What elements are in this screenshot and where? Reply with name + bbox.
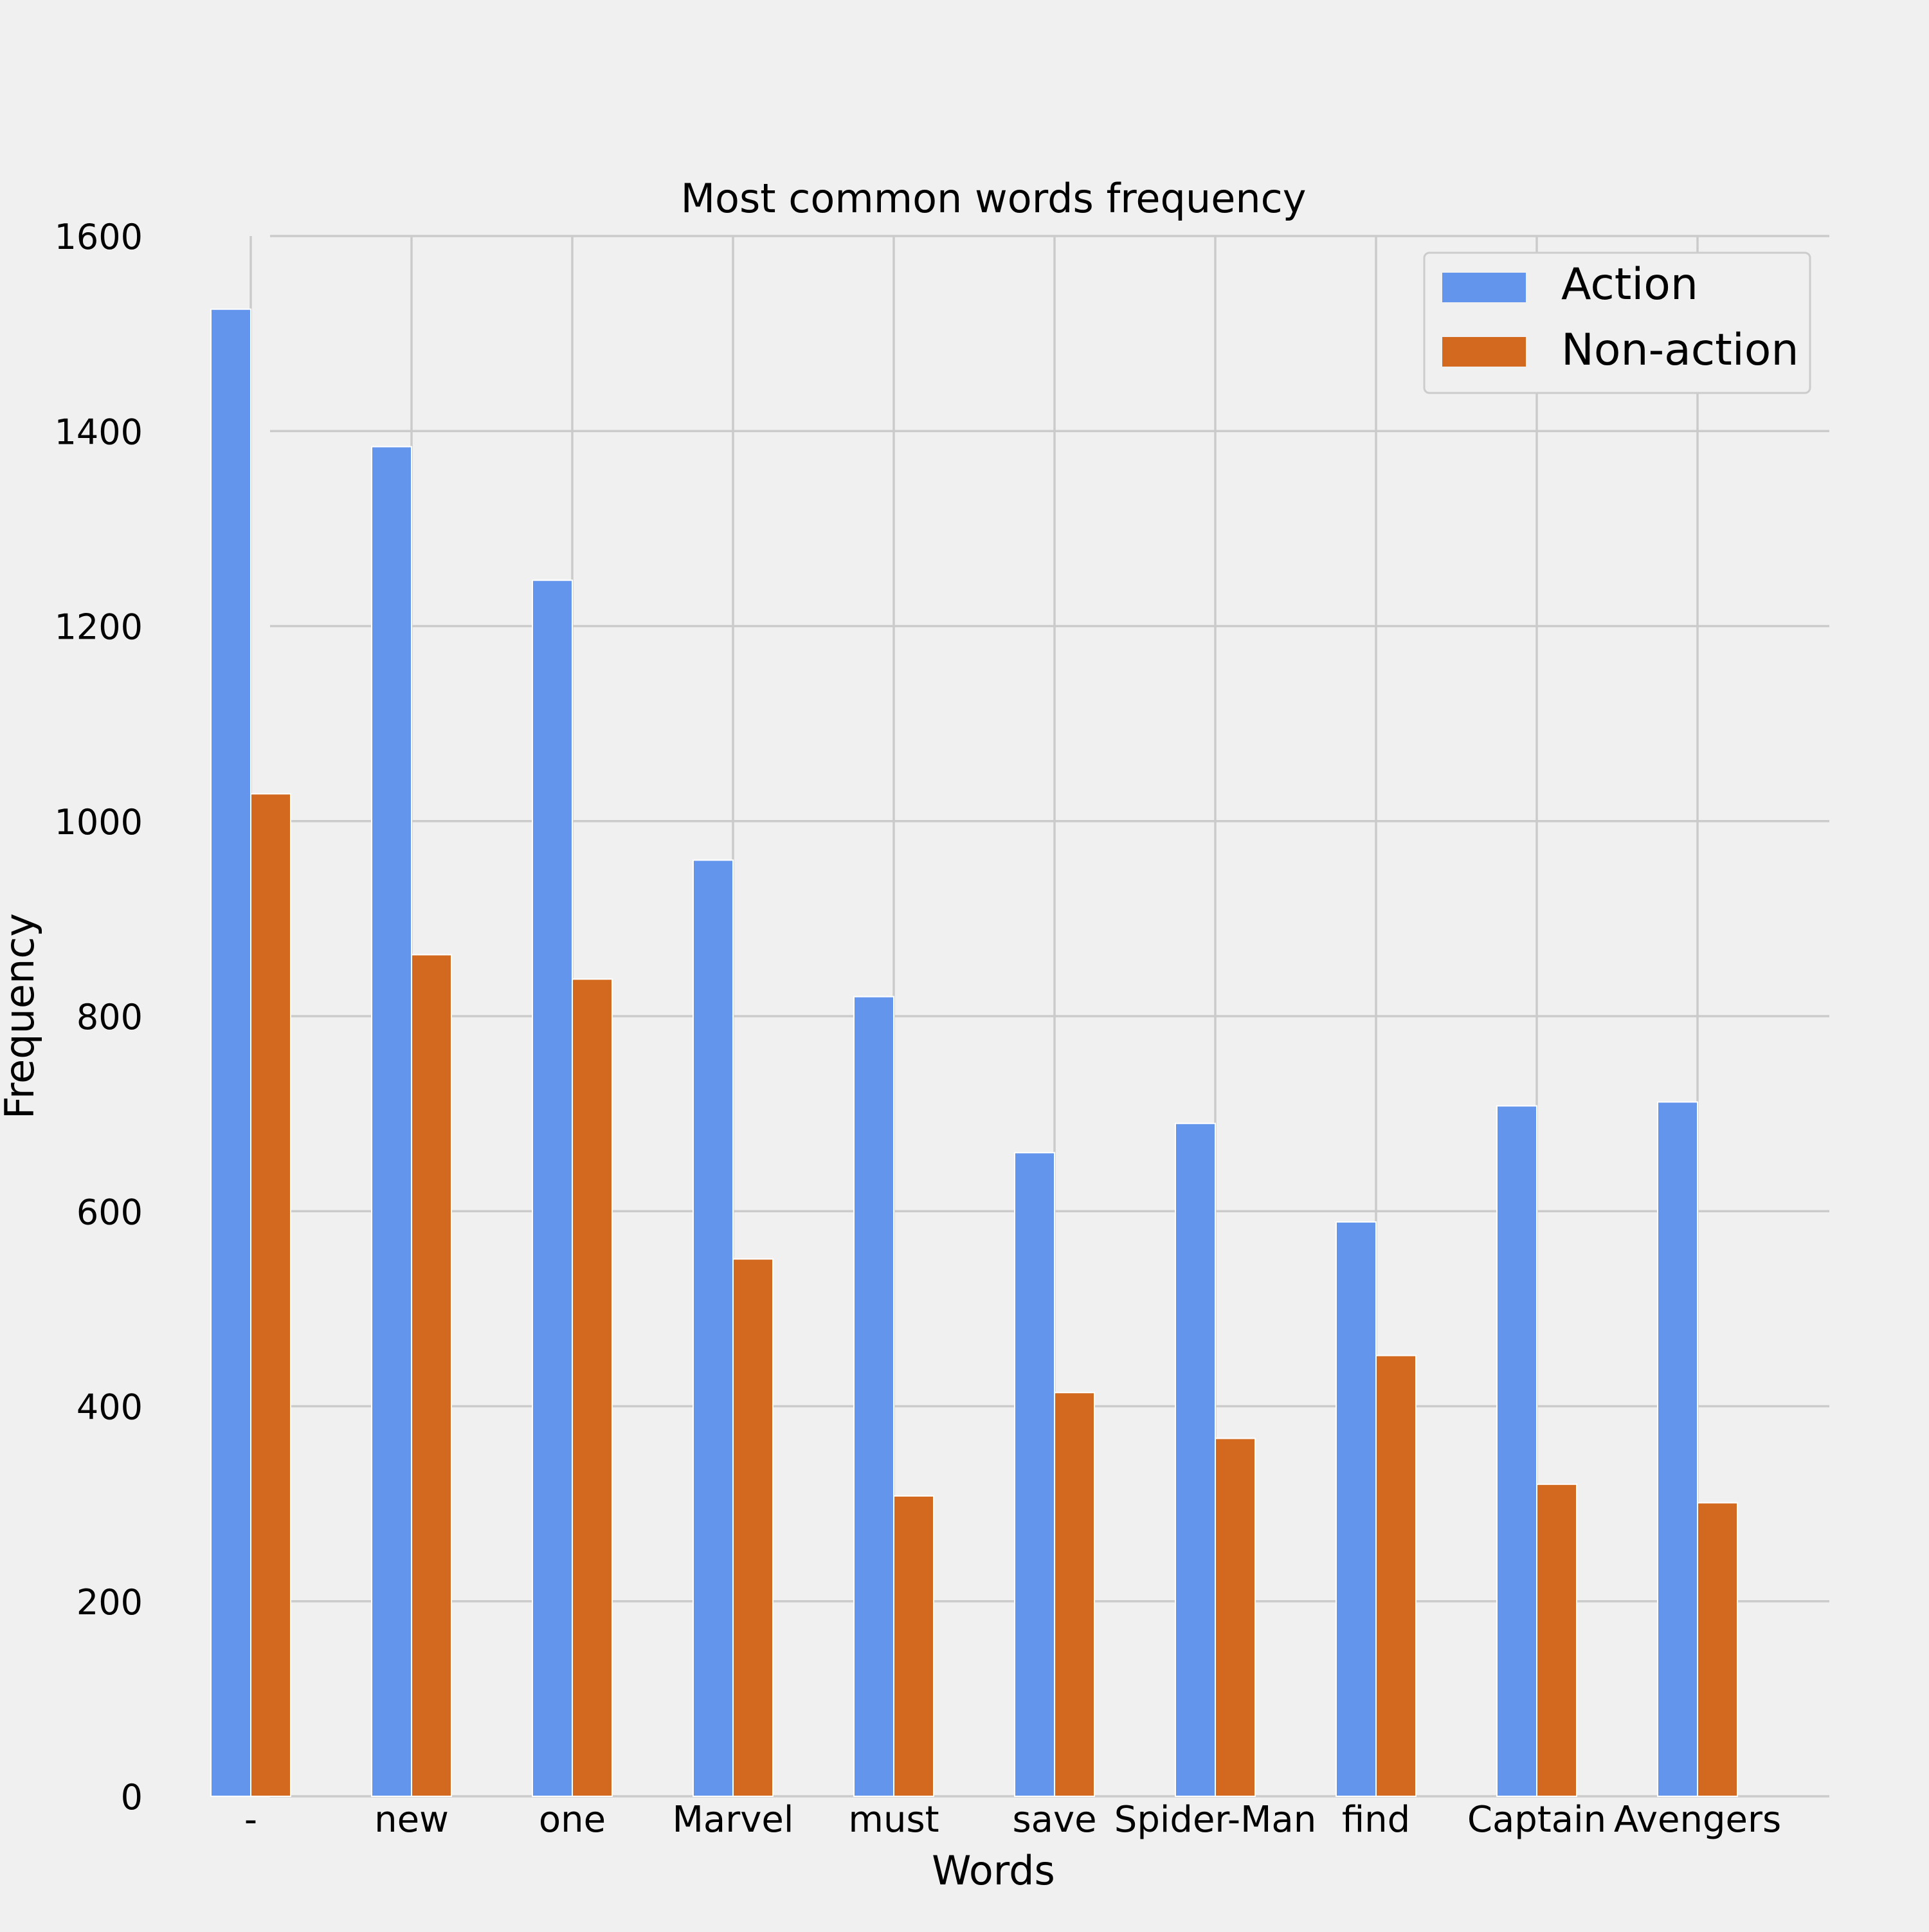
legend-label-non-action: Non-action [1561,325,1798,376]
bar-non-action [1054,1392,1095,1797]
bar-action [1014,1152,1055,1797]
legend-label-action: Action [1561,259,1698,310]
bar-non-action [732,1258,774,1797]
legend-swatch-non-action [1442,337,1526,367]
y-tick-label: 0 [121,1777,143,1818]
legend: Action Non-action [1423,251,1811,394]
x-tick-label: one [539,1799,606,1841]
x-tick-label: must [848,1799,939,1841]
bar-non-action [572,978,613,1797]
x-tick-label: Avengers [1614,1799,1781,1841]
y-tick-label: 1000 [55,802,143,843]
bar-non-action [250,793,291,1797]
bar-non-action [893,1495,934,1798]
y-tick-label: 600 [77,1192,143,1232]
y-tick-label: 400 [77,1387,143,1428]
y-axis-label: Frequency [0,913,43,1119]
bar-action [1496,1105,1537,1797]
bar-non-action [411,954,452,1797]
tick-labels: 0 200 400 600 800 1000 1200 1400 1600 - new one Marv… [55,217,1782,1841]
x-tick-label: Spider-Man [1114,1799,1316,1841]
bar-non-action [1215,1437,1256,1797]
chart-title: Most common words frequency [681,175,1307,222]
x-axis-label: Words [932,1847,1055,1894]
legend-swatch-action [1442,273,1526,302]
bar-action [371,446,412,1797]
bar-action [853,996,894,1797]
y-tick-label: 1600 [55,217,143,257]
bar-non-action [1697,1502,1738,1797]
x-tick-label: find [1342,1799,1410,1841]
x-tick-label: Captain [1467,1799,1606,1841]
x-tick-label: new [374,1799,449,1841]
bars [210,308,1738,1798]
x-tick-label: save [1012,1799,1096,1841]
y-tick-label: 800 [77,997,143,1037]
x-tick-label: - [244,1799,257,1841]
bar-action [1336,1221,1377,1797]
bar-action [693,859,734,1797]
y-tick-label: 1400 [55,412,143,452]
bar-action [1175,1122,1216,1797]
y-tick-label: 1200 [55,607,143,648]
bar-action [532,579,573,1798]
bar-non-action [1536,1483,1577,1798]
bar-action [210,308,251,1797]
x-tick-label: Marvel [673,1799,794,1841]
bar-non-action [1375,1354,1417,1797]
bar-action [1657,1101,1698,1797]
y-tick-label: 200 [77,1582,143,1623]
